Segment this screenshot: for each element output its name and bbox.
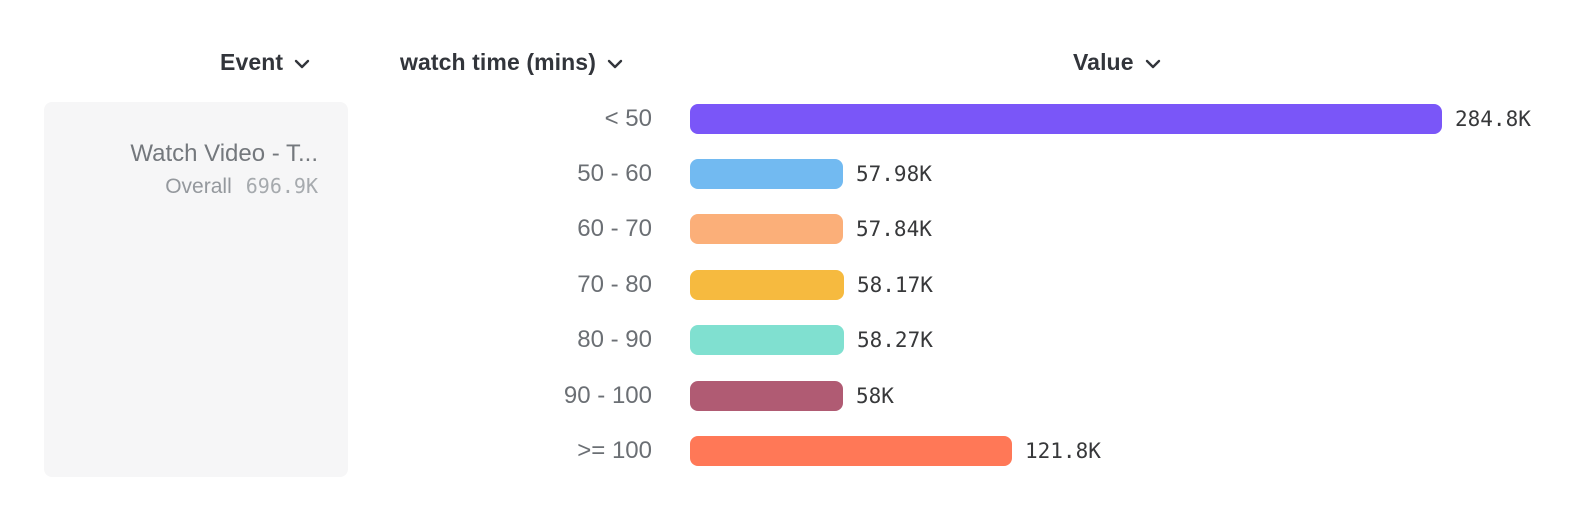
bar-category-label: < 50 [604, 104, 652, 132]
value-column-label: Value [1073, 49, 1134, 75]
bar[interactable] [690, 436, 1012, 467]
bar-chart: < 50 284.8K 50 - 60 57.98K 60 - 70 57.84… [0, 91, 1592, 479]
bar[interactable] [690, 380, 843, 411]
bar-chart-row: < 50 284.8K [0, 91, 1592, 146]
event-overall-row: Overall 696.9K [64, 174, 318, 199]
bar[interactable] [690, 269, 844, 300]
bar[interactable] [690, 159, 843, 190]
value-column-header[interactable]: Value [1073, 49, 1161, 76]
bar-value-label: 58K [856, 383, 894, 408]
bar-chart-row: 70 - 80 58.17K [0, 257, 1592, 312]
bar-chart-row: >= 100 121.8K [0, 423, 1592, 478]
chevron-down-icon [294, 59, 310, 69]
overall-value: 696.9K [245, 174, 318, 199]
chevron-down-icon [607, 59, 623, 69]
bar-chart-row: 80 - 90 58.27K [0, 313, 1592, 368]
bar-value-label: 58.17K [857, 272, 933, 297]
event-card[interactable]: Watch Video - T... Overall 696.9K [44, 102, 348, 477]
bar-value-label: 58.27K [857, 328, 933, 353]
bar-value-label: 284.8K [1455, 106, 1531, 131]
bar-category-label: 90 - 100 [563, 381, 652, 409]
bar[interactable] [690, 103, 1442, 134]
event-column-header[interactable]: Event [220, 49, 310, 76]
overall-label: Overall [165, 175, 232, 199]
bar-category-label: 50 - 60 [577, 160, 652, 188]
bar-value-label: 121.8K [1025, 439, 1101, 464]
chevron-down-icon [1145, 59, 1161, 69]
bar[interactable] [690, 325, 844, 356]
bar-category-label: 80 - 90 [577, 326, 652, 354]
bar-value-label: 57.98K [856, 162, 932, 187]
bar-category-label: >= 100 [577, 437, 652, 465]
breakdown-column-header[interactable]: watch time (mins) [400, 49, 623, 76]
bar-value-label: 57.84K [856, 217, 932, 242]
bar[interactable] [690, 214, 843, 245]
bar-chart-row: 60 - 70 57.84K [0, 202, 1592, 257]
event-title: Watch Video - T... [130, 140, 318, 167]
breakdown-column-label: watch time (mins) [400, 49, 596, 75]
bar-chart-row: 90 - 100 58K [0, 368, 1592, 423]
bar-chart-row: 50 - 60 57.98K [0, 146, 1592, 201]
event-column-label: Event [220, 49, 284, 75]
bar-category-label: 60 - 70 [577, 215, 652, 243]
bar-category-label: 70 - 80 [577, 270, 652, 298]
